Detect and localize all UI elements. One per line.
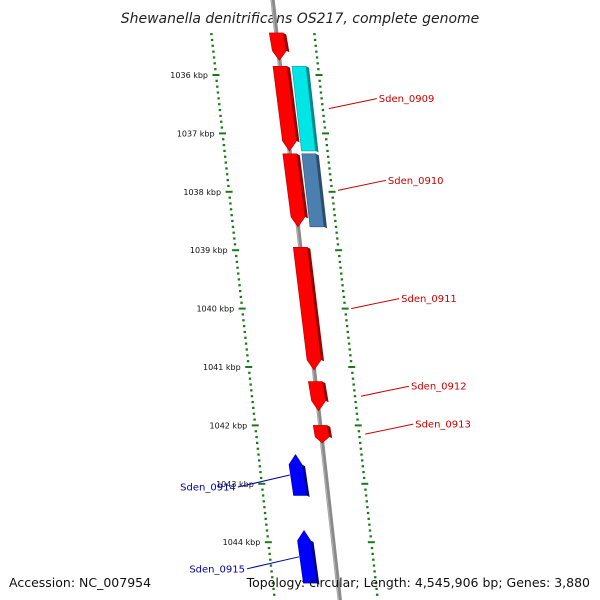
feature-sden-0911-cds[interactable]: [292, 246, 325, 371]
leader-sden-0915: [246, 556, 300, 570]
label-sden-0914[interactable]: Sden_0914: [180, 483, 236, 494]
feature-sden-0914-cds-body: [288, 454, 307, 496]
genome-summary-text: Topology: circular; Length: 4,545,906 bp…: [246, 575, 590, 590]
feature-sden-0915-cds-body: [297, 529, 317, 584]
feature-unnamed-2-cds[interactable]: [282, 153, 309, 228]
scale-label-1037-kbp: 1037 kbp: [177, 129, 215, 138]
leader-sden-0909: [328, 98, 377, 110]
leader-sden-0910: [337, 179, 387, 191]
leader-sden-0912: [360, 385, 410, 397]
feature-sden-0909-rna[interactable]: [291, 65, 319, 153]
feature-sden-0910-rna-shade: [315, 153, 328, 229]
feature-sden-0911-cds-body: [292, 246, 322, 371]
scale-label-1044-kbp: 1044 kbp: [223, 538, 261, 547]
label-sden-0913[interactable]: Sden_0913: [415, 420, 471, 431]
label-sden-0909[interactable]: Sden_0909: [379, 94, 435, 105]
feature-sden-0909-rna-shade: [306, 66, 319, 153]
feature-sden-0915-cds[interactable]: [297, 529, 320, 585]
feature-unnamed-2-cds-shade: [296, 153, 309, 219]
feature-sden-0914-cds-shade: [302, 464, 310, 497]
feature-sden-0914-cds[interactable]: [288, 454, 310, 497]
feature-sden-0913-cds-body: [312, 425, 330, 444]
scale-ticks: 1036 kbp 1037 kbp 1038 kbp 1039 kbp 1040 kbp…: [170, 33, 379, 596]
feature-unnamed-1-cds-shade: [287, 66, 300, 143]
feature-sden-0909-rna-body: [291, 65, 316, 152]
feature-sden-0910-rna-body: [301, 153, 325, 228]
label-sden-0912[interactable]: Sden_0912: [411, 382, 467, 393]
feature-sden-0912-cds[interactable]: [307, 381, 329, 412]
feature-track: [268, 32, 333, 585]
feature-sden-0913-cds-shade: [327, 425, 333, 439]
feature-unnamed-0-cds-body: [268, 32, 287, 61]
scale-label-1043-kbp: 1043 kbp: [216, 480, 254, 489]
feature-unnamed-0-cds-shade: [283, 32, 290, 53]
feature-labels: Sden_0909 Sden_0910 Sden_0911 Sden_0912 Sden…: [180, 94, 471, 575]
scale-label-1038-kbp: 1038 kbp: [183, 188, 221, 197]
label-sden-0915[interactable]: Sden_0915: [189, 564, 245, 575]
feature-sden-0912-cds-shade: [322, 381, 329, 403]
leader-sden-0911: [351, 298, 400, 310]
map-title: Shewanella denitrificans OS217, complete…: [121, 11, 480, 27]
scale-label-1039-kbp: 1039 kbp: [190, 246, 228, 255]
scale-label-1040-kbp: 1040 kbp: [196, 305, 234, 314]
label-sden-0911[interactable]: Sden_0911: [401, 294, 457, 305]
feature-sden-0913-cds[interactable]: [312, 425, 333, 444]
scale-label-1041-kbp: 1041 kbp: [203, 363, 241, 372]
feature-unnamed-0-cds[interactable]: [268, 32, 290, 61]
leader-sden-0914: [237, 474, 290, 488]
feature-unnamed-2-cds-body: [282, 153, 306, 228]
feature-sden-0915-cds-shade: [310, 540, 320, 585]
scale-label-1042-kbp: 1042 kbp: [210, 421, 248, 430]
label-sden-0910[interactable]: Sden_0910: [388, 176, 444, 187]
feature-sden-0912-cds-body: [307, 381, 326, 412]
feature-unnamed-1-cds-body: [272, 65, 297, 152]
feature-sden-0911-cds-shade: [307, 247, 325, 362]
scale-label-1036-kbp: 1036 kbp: [170, 71, 208, 80]
feature-sden-0910-rna[interactable]: [301, 153, 328, 229]
accession-text: Accession: NC_007954: [9, 575, 151, 590]
leader-sden-0913: [365, 423, 414, 435]
feature-unnamed-1-cds[interactable]: [272, 65, 300, 152]
